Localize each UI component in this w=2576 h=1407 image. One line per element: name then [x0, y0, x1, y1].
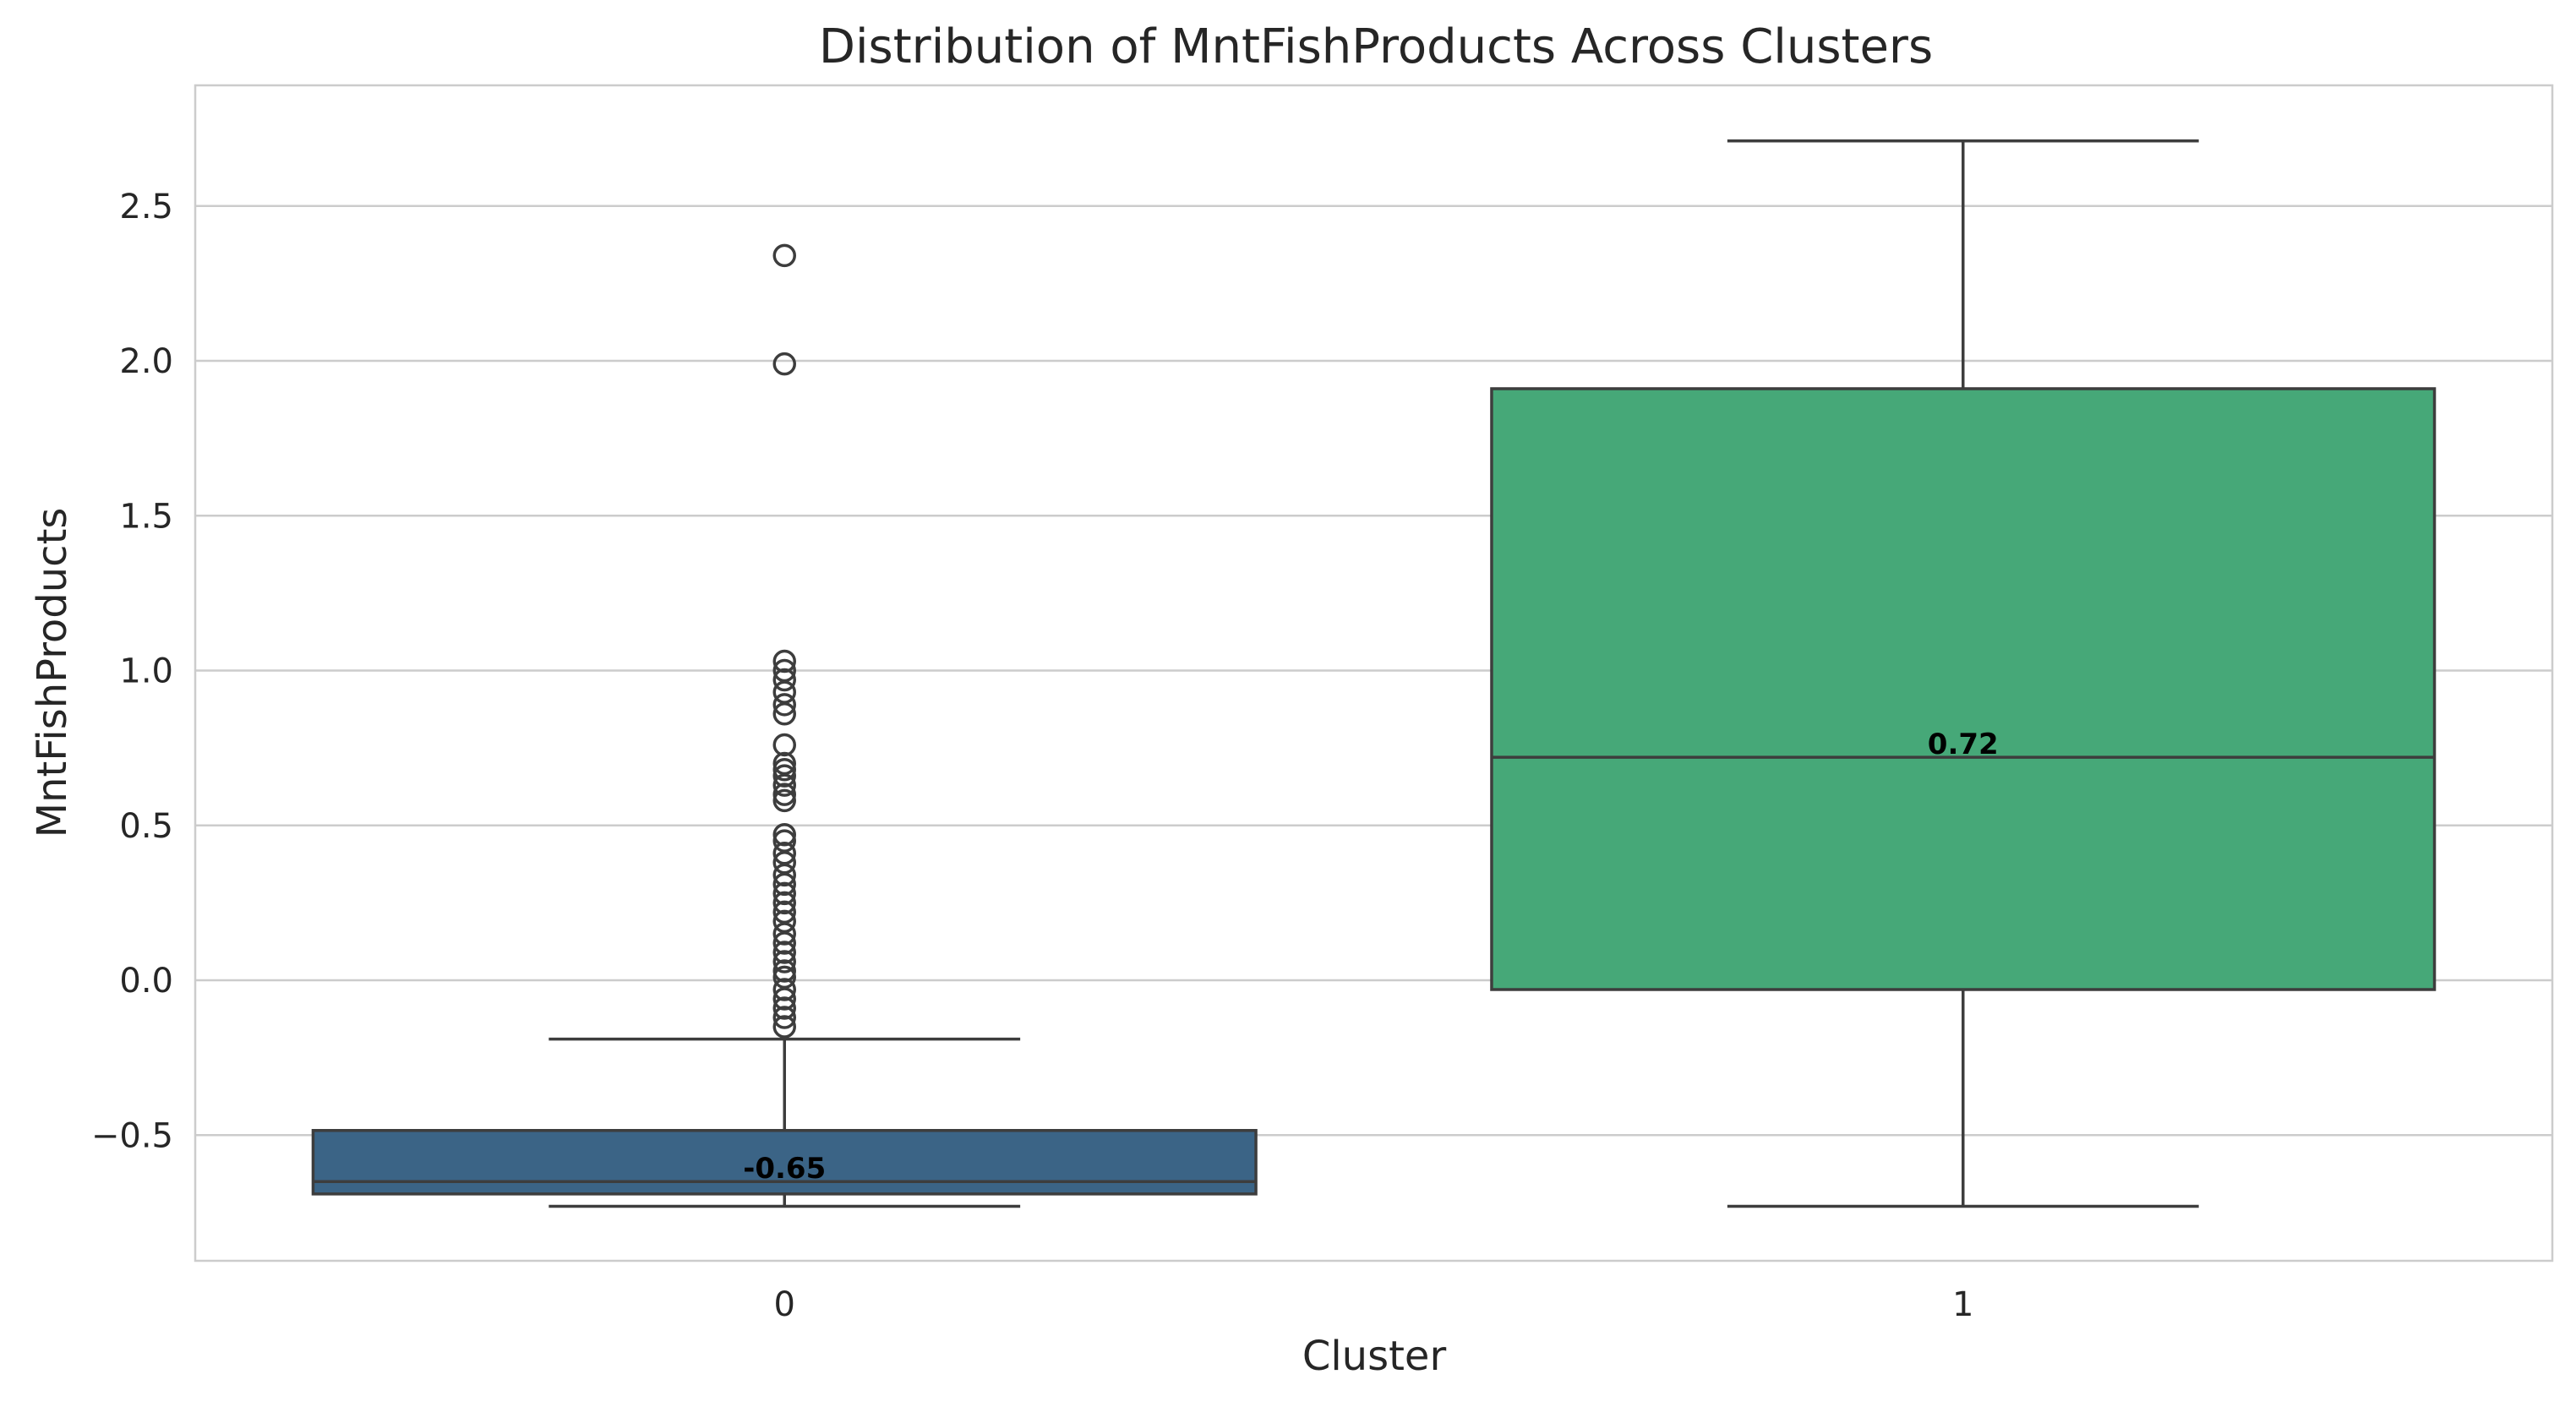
- y-tick-label: 1.0: [119, 652, 173, 691]
- outlier-point: [772, 649, 796, 674]
- box-iqr: [1490, 387, 2437, 991]
- box-iqr: [311, 1129, 1258, 1196]
- y-tick-label: 2.5: [119, 188, 173, 226]
- outlier-point: [772, 978, 796, 1001]
- outlier-point: [772, 773, 796, 797]
- y-tick-label: 2.0: [119, 342, 173, 381]
- axis-ticks: −0.5 0.0 0.5 1.0 1.5 2.0 2.5 0 1: [91, 188, 1974, 1324]
- outlier-point: [772, 764, 796, 788]
- y-axis-label: MntFishProducts: [29, 508, 76, 838]
- y-tick-label: 0.5: [119, 807, 173, 846]
- y-tick-label: 0.0: [119, 962, 173, 1001]
- median-value-label: -0.65: [743, 1152, 826, 1186]
- outlier-point: [772, 733, 796, 757]
- outlier-point: [772, 941, 796, 964]
- outlier-point: [772, 959, 796, 983]
- outlier-point: [772, 922, 796, 946]
- box-group-cluster-0: -0.65: [311, 243, 1258, 1208]
- box-group-cluster-1: 0.72: [1490, 139, 2437, 1208]
- outlier-point: [772, 668, 796, 692]
- outlier-point: [772, 863, 796, 887]
- outlier-point: [772, 702, 796, 726]
- outlier-point: [772, 891, 796, 915]
- outlier-point: [772, 987, 796, 1011]
- outlier-point: [772, 931, 796, 955]
- y-tick-label: 1.5: [119, 497, 173, 536]
- y-tick-label: −0.5: [91, 1116, 173, 1155]
- boxes: -0.65 0.72: [311, 139, 2437, 1208]
- x-tick-label: 1: [1952, 1285, 1973, 1324]
- outlier-point: [772, 1015, 796, 1039]
- grid: [195, 205, 2552, 1137]
- outlier-point: [772, 788, 796, 813]
- outlier-point: [772, 352, 796, 376]
- outlier-point: [772, 693, 796, 717]
- outlier-point: [772, 872, 796, 897]
- outlier-point: [772, 783, 796, 806]
- chart-title: Distribution of MntFishProducts Across C…: [819, 19, 1933, 74]
- outlier-point: [772, 758, 796, 782]
- outlier-point: [772, 950, 796, 973]
- outlier-point: [772, 822, 796, 847]
- plot-area-frame: [194, 84, 2554, 1262]
- outlier-point: [772, 1006, 796, 1029]
- outlier-point: [772, 881, 796, 906]
- outlier-point: [772, 243, 796, 268]
- median-value-label: 0.72: [1928, 728, 1999, 761]
- x-axis-label: Cluster: [1302, 1333, 1447, 1380]
- x-tick-label: 0: [774, 1285, 795, 1324]
- outlier-point: [772, 996, 796, 1020]
